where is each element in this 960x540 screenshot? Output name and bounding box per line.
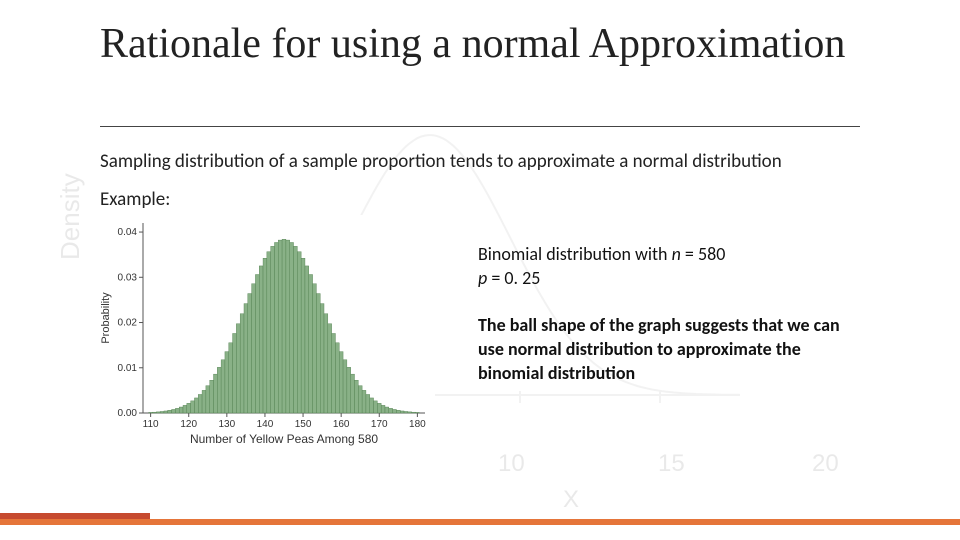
caption-prefix: Binomial distribution with	[478, 243, 672, 265]
svg-text:160: 160	[333, 419, 350, 430]
background-x-tick: 10	[498, 450, 525, 478]
slide-title: Rationale for using a normal Approximati…	[100, 22, 845, 67]
histogram-svg: 0.00 0.01 0.02 0.03 0.04 110 120 130 140 150 160 17…	[95, 215, 435, 447]
caption-p-value: = 0. 25	[487, 267, 540, 289]
chart-caption: Binomial distribution with n = 580 p = 0…	[478, 242, 848, 385]
svg-text:180: 180	[409, 419, 426, 430]
caption-line-1: Binomial distribution with n = 580	[478, 242, 848, 266]
background-y-axis-label: Density	[55, 173, 86, 260]
caption-bold: The ball shape of the graph suggests tha…	[478, 313, 848, 386]
caption-n-symbol: n	[672, 243, 681, 265]
binomial-histogram: 0.00 0.01 0.02 0.03 0.04 110 120 130 140 150 160 17…	[95, 215, 435, 447]
caption-n-value: = 580	[681, 243, 725, 265]
svg-text:110: 110	[143, 419, 159, 430]
svg-text:Probability: Probability	[100, 292, 112, 344]
slide: Density X 10 15 20 Rationale for using a…	[0, 0, 960, 540]
svg-text:0.03: 0.03	[118, 272, 138, 283]
footer-accent-orange	[0, 519, 960, 525]
body-line-2: Example:	[100, 188, 170, 211]
background-x-axis-label: X	[563, 486, 579, 514]
body-line-1: Sampling distribution of a sample propor…	[100, 150, 782, 173]
svg-text:120: 120	[180, 419, 197, 430]
svg-text:0.04: 0.04	[118, 227, 138, 238]
title-underline	[100, 126, 860, 127]
background-x-tick: 20	[812, 450, 839, 478]
svg-text:170: 170	[371, 419, 388, 430]
svg-text:130: 130	[218, 419, 235, 430]
background-x-tick: 15	[658, 450, 685, 478]
svg-text:140: 140	[257, 419, 274, 430]
caption-line-2: p = 0. 25	[478, 266, 848, 290]
caption-p-symbol: p	[478, 267, 487, 289]
footer-accent-red	[0, 513, 150, 519]
svg-text:0.00: 0.00	[118, 408, 138, 419]
svg-text:0.02: 0.02	[118, 318, 138, 329]
svg-text:150: 150	[295, 419, 312, 430]
svg-text:Number of Yellow Peas Among 58: Number of Yellow Peas Among 580	[190, 432, 378, 446]
svg-text:0.01: 0.01	[118, 363, 138, 374]
